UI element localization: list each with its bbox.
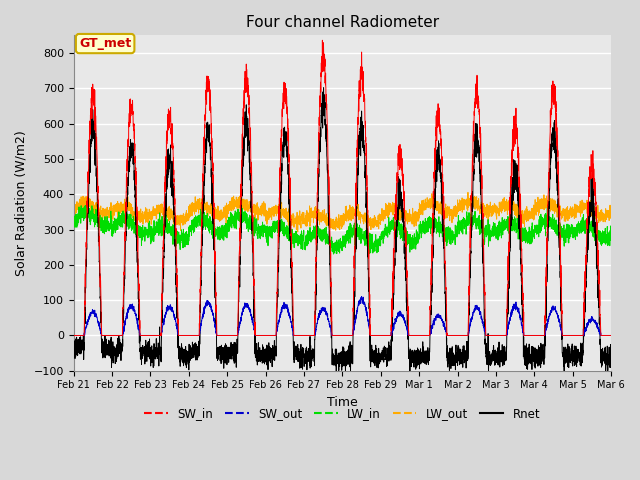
LW_out [422,207,429,213]
Line: LW_out: LW_out [74,192,611,232]
LW_out [410,220,417,226]
Rnet [70,347,77,353]
Rnet [320,85,328,91]
SW_in [607,333,615,338]
Rnet [143,348,151,353]
SW_out [143,333,151,338]
SW_in [70,333,77,338]
LW_out [601,216,609,221]
SW_out [600,333,608,338]
Rnet [354,166,362,171]
SW_in [319,37,326,43]
SW_in [354,122,362,128]
Line: LW_in: LW_in [74,205,611,254]
LW_in [410,238,417,244]
LW_in [143,227,151,232]
LW_in [83,203,91,208]
Line: Rnet: Rnet [74,88,611,376]
SW_out [410,333,417,338]
Rnet [342,373,349,379]
LW_out [294,229,301,235]
SW_out [358,294,365,300]
SW_out [422,333,429,338]
SW_in [410,333,417,338]
Line: SW_out: SW_out [74,297,611,336]
LW_in [607,236,615,242]
LW_in [422,225,430,230]
LW_in [326,252,334,257]
SW_out [354,307,362,312]
LW_in [601,229,609,235]
SW_out [607,333,615,338]
Rnet [422,355,430,360]
Rnet [601,346,609,351]
LW_in [70,219,77,225]
Y-axis label: Solar Radiation (W/m2): Solar Radiation (W/m2) [15,130,28,276]
Rnet [607,359,615,365]
LW_out [354,209,362,215]
LW_in [354,234,362,240]
LW_out [70,205,77,211]
Line: SW_in: SW_in [74,40,611,336]
Text: GT_met: GT_met [79,37,131,50]
SW_in [600,333,608,338]
Title: Four channel Radiometer: Four channel Radiometer [246,15,439,30]
SW_out [503,332,511,338]
LW_in [503,217,511,223]
Legend: SW_in, SW_out, LW_in, LW_out, Rnet: SW_in, SW_out, LW_in, LW_out, Rnet [140,403,545,425]
LW_out [503,199,511,205]
LW_out [607,210,615,216]
Rnet [410,350,417,356]
SW_in [422,333,429,338]
SW_out [70,333,77,338]
X-axis label: Time: Time [327,396,358,409]
SW_in [503,308,511,313]
Rnet [503,321,511,327]
LW_out [143,217,151,223]
SW_in [143,333,151,338]
LW_out [464,190,472,195]
